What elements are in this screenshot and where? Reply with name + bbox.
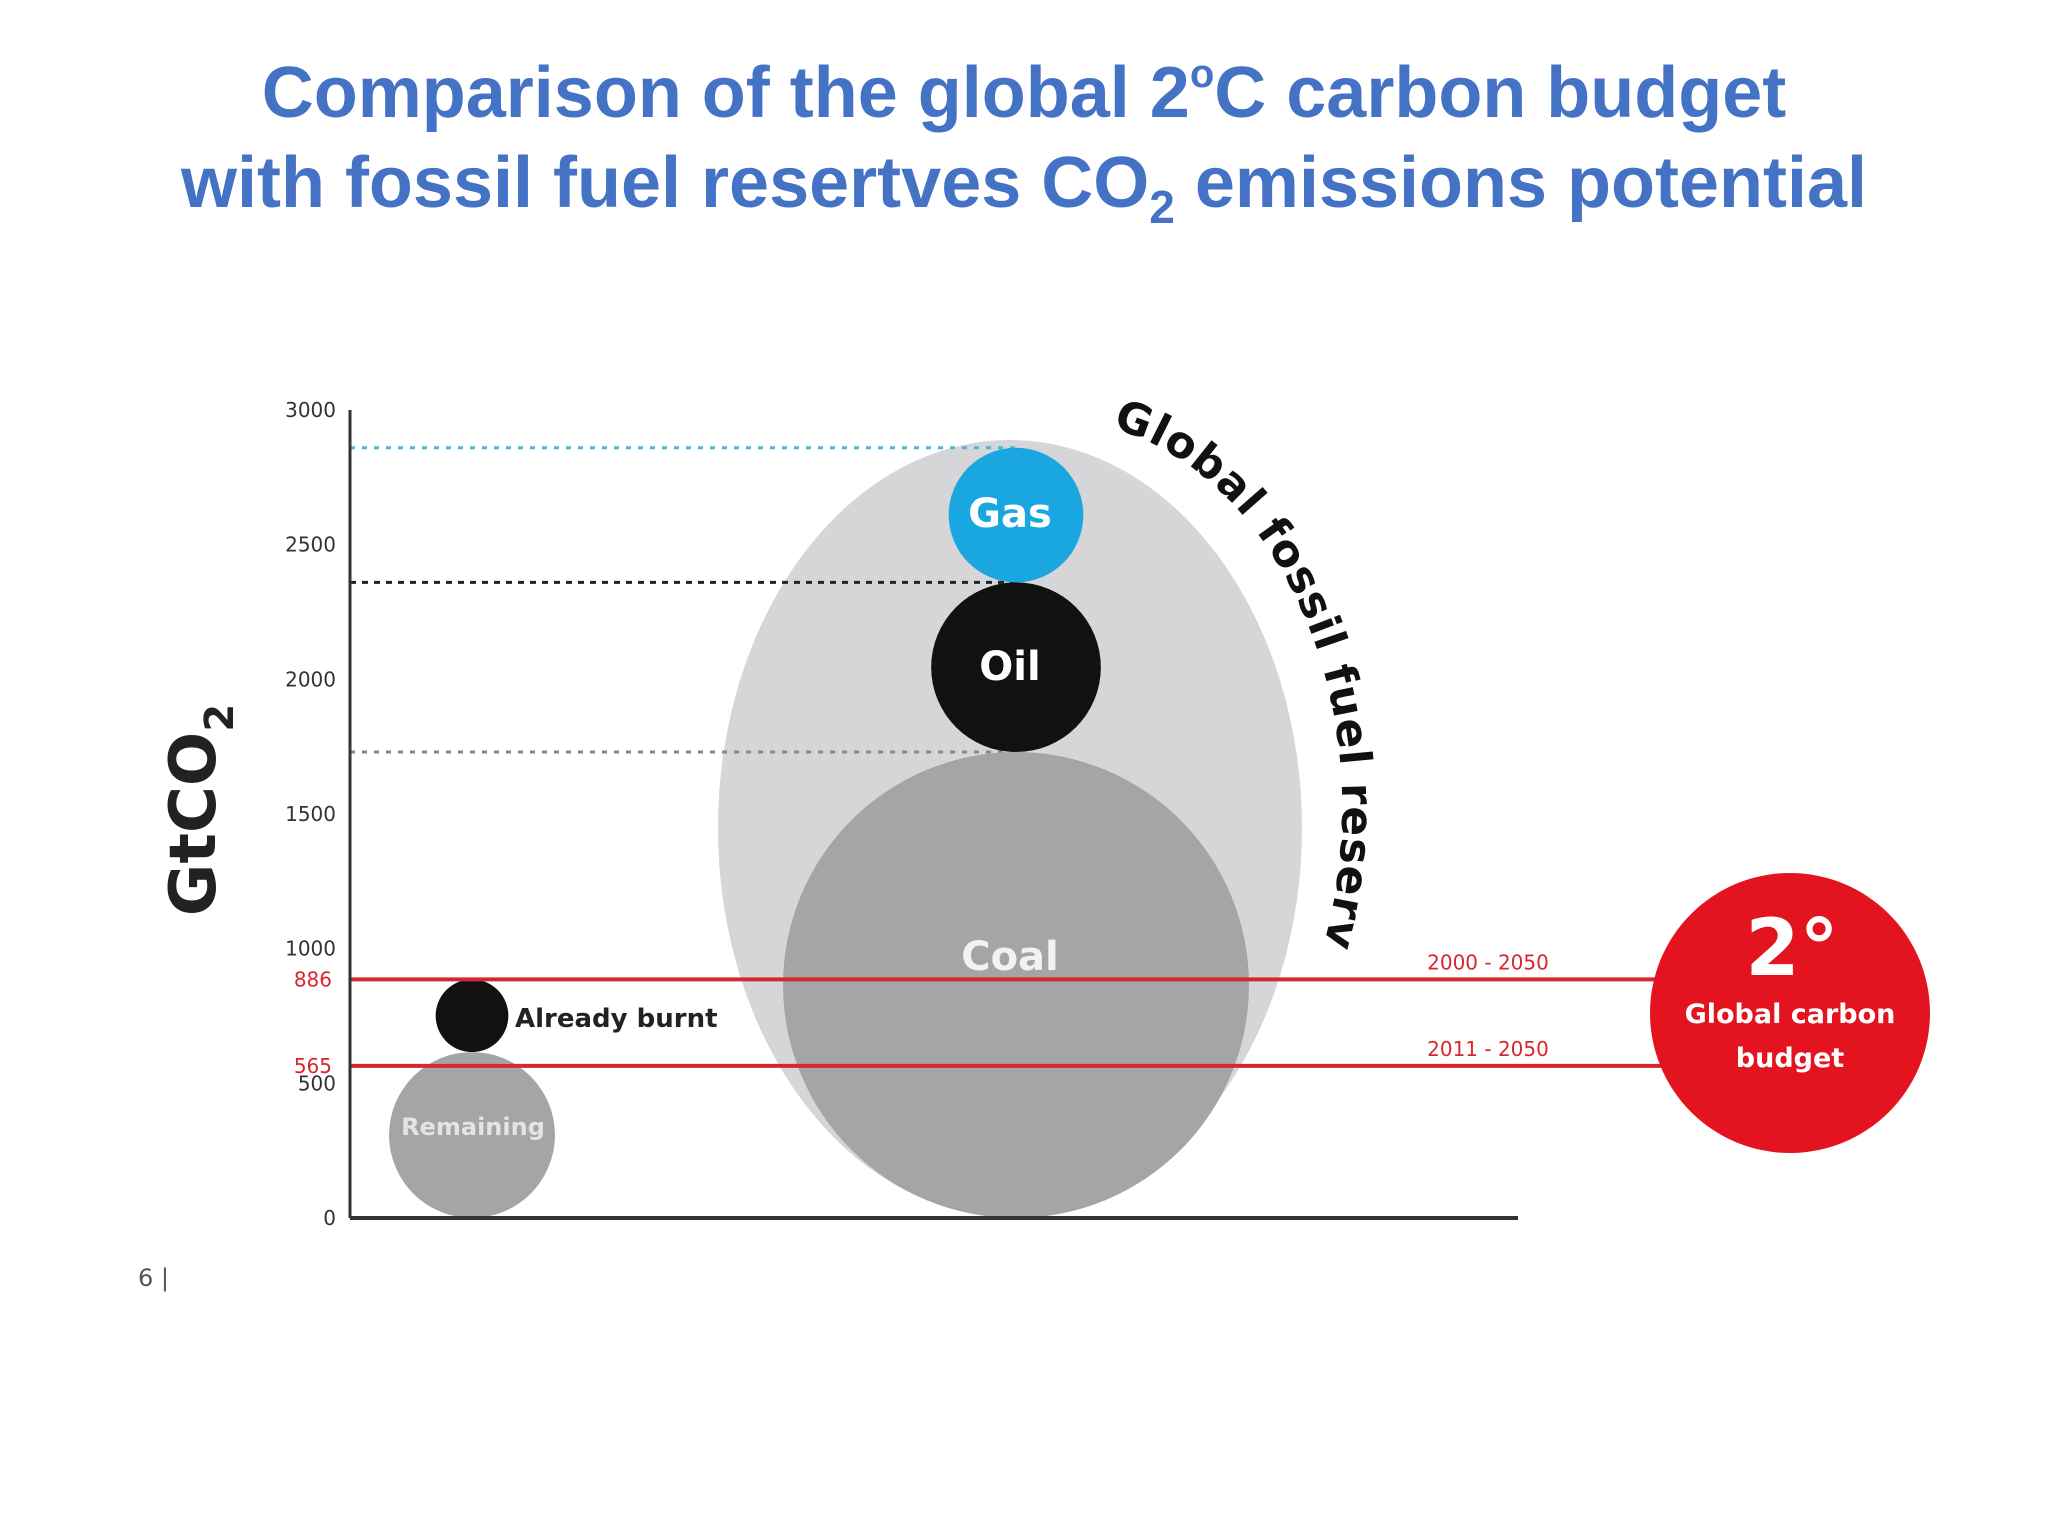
title-line-2: with fossil fuel resertves CO2 emissions… xyxy=(0,138,2048,230)
title-line2-text: with fossil fuel resertves CO xyxy=(180,143,1150,223)
budget-period-2011-2050: 2011 - 2050 xyxy=(1427,1037,1549,1061)
already-burnt-bubble xyxy=(435,979,509,1053)
y-tick-565: 565 xyxy=(294,1054,332,1078)
title-line1-text: Comparison of the global 2 xyxy=(261,53,1190,133)
title-line2-end: emissions potential xyxy=(1174,143,1868,223)
y-tick-500: 500 xyxy=(298,1071,336,1095)
oil-bubble xyxy=(931,582,1101,753)
co2-subscript: 2 xyxy=(1149,181,1175,233)
budget-badge-circle xyxy=(1650,873,1930,1153)
y-axis-label-main: GtCO xyxy=(157,732,231,917)
budget-period-2000-2050: 2000 - 2050 xyxy=(1427,950,1549,974)
y-tick-1500: 1500 xyxy=(285,802,336,826)
oil-label: Oil xyxy=(979,644,1040,690)
title-line1-end: C carbon budget xyxy=(1214,53,1787,133)
y-tick-0: 0 xyxy=(323,1206,336,1230)
coal-label: Coal xyxy=(961,934,1059,980)
chart-title: Comparison of the global 2oC carbon budg… xyxy=(0,48,2048,230)
budget-badge-line2: budget xyxy=(1736,1043,1845,1074)
gas-label: Gas xyxy=(968,491,1052,537)
y-tick-2500: 2500 xyxy=(285,533,336,557)
coal-bubble xyxy=(783,752,1249,1218)
already-burnt-label: Already burnt xyxy=(515,1004,718,1034)
y-tick-886: 886 xyxy=(294,967,332,991)
degree-superscript: o xyxy=(1189,52,1215,96)
y-tick-labels: 0 500 1000 1500 2000 2500 3000 886 565 xyxy=(285,398,336,1230)
remaining-label: Remaining xyxy=(401,1113,545,1141)
y-axis-label: GtCO2 xyxy=(157,704,243,916)
budget-badge-line1: Global carbon xyxy=(1685,999,1896,1030)
y-tick-1000: 1000 xyxy=(285,937,336,961)
budget-badge-degree: 2° xyxy=(1745,904,1838,994)
title-line-1: Comparison of the global 2oC carbon budg… xyxy=(0,48,2048,138)
y-tick-2000: 2000 xyxy=(285,667,336,691)
gas-bubble xyxy=(948,447,1084,583)
y-axis-label-sub: 2 xyxy=(197,704,243,732)
y-tick-3000: 3000 xyxy=(285,398,336,422)
remaining-bubble xyxy=(389,1052,555,1218)
page-footer-mark: 6 | xyxy=(138,1264,169,1292)
